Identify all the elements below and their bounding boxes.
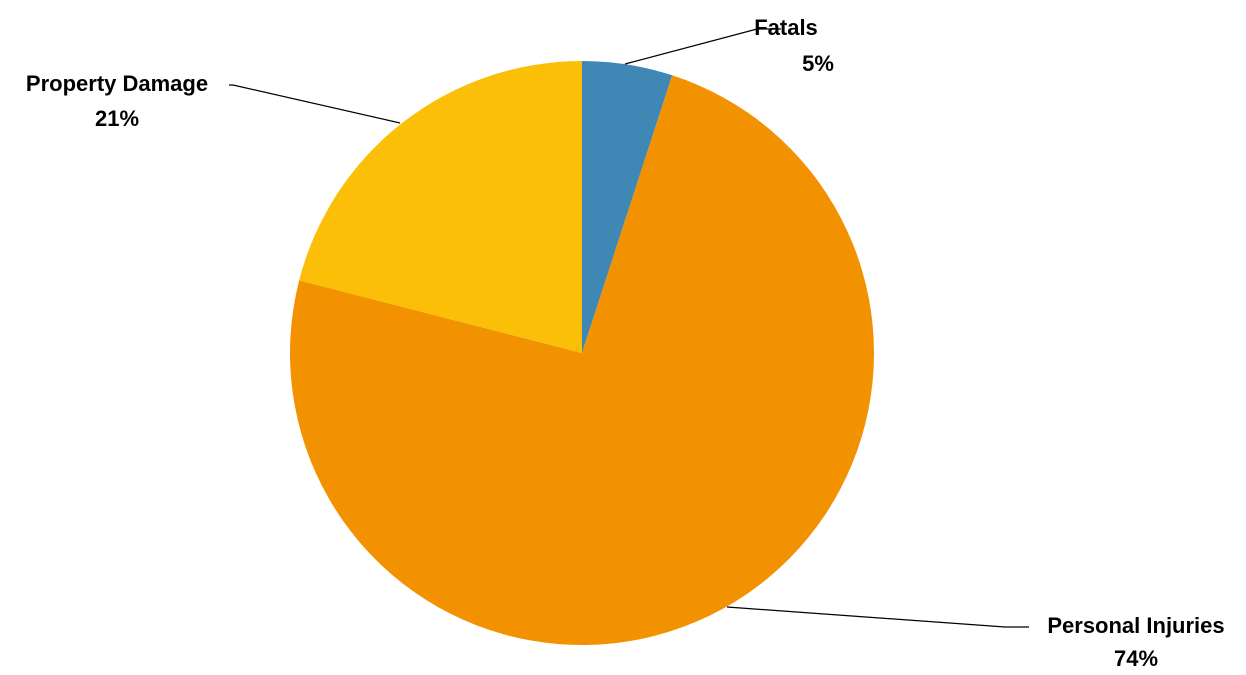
- label-name-personal-injuries: Personal Injuries: [1047, 613, 1224, 638]
- pie-slice-fatals: [582, 61, 673, 353]
- leader-lines: [229, 28, 1029, 628]
- pie-slice-property-damage: [299, 61, 582, 353]
- label-percent-fatals: 5%: [802, 51, 834, 76]
- leader-line-personal-injuries: [726, 606, 1029, 628]
- label-percent-property-damage: 21%: [95, 106, 139, 131]
- pie-slices: [289, 61, 874, 645]
- label-name-fatals: Fatals: [754, 15, 818, 40]
- pie-slice-personal-injuries: [289, 75, 874, 645]
- leader-line-fatals: [624, 28, 781, 65]
- data-labels: Fatals 5% Personal Injuries 74% Property Dam…: [26, 15, 1225, 671]
- label-name-property-damage: Property Damage: [26, 71, 208, 96]
- label-percent-personal-injuries: 74%: [1114, 646, 1158, 671]
- leader-line-property-damage: [229, 84, 401, 124]
